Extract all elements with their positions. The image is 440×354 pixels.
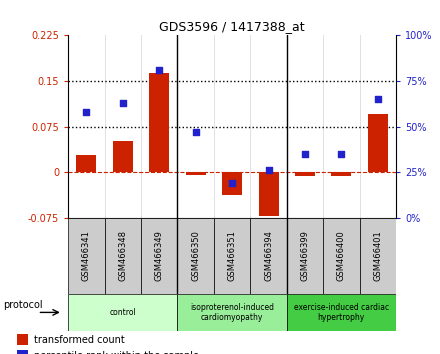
Bar bbox=[177, 294, 287, 331]
Text: GSM466351: GSM466351 bbox=[227, 230, 237, 281]
Bar bbox=[214, 218, 250, 294]
Point bbox=[229, 180, 236, 186]
Bar bbox=[359, 218, 396, 294]
Point bbox=[374, 96, 381, 102]
Bar bbox=[68, 294, 177, 331]
Point bbox=[83, 109, 90, 115]
Bar bbox=[250, 218, 287, 294]
Bar bbox=[323, 218, 359, 294]
Bar bbox=[331, 172, 352, 176]
Point bbox=[338, 151, 345, 157]
Title: GDS3596 / 1417388_at: GDS3596 / 1417388_at bbox=[159, 20, 305, 33]
Text: GSM466350: GSM466350 bbox=[191, 230, 200, 281]
Point bbox=[301, 151, 308, 157]
Bar bbox=[105, 218, 141, 294]
Bar bbox=[17, 350, 28, 354]
Bar bbox=[186, 172, 205, 175]
Bar bbox=[149, 73, 169, 172]
Bar bbox=[259, 172, 279, 216]
Bar bbox=[17, 334, 28, 346]
Text: control: control bbox=[110, 308, 136, 317]
Bar bbox=[287, 218, 323, 294]
Text: isoproterenol-induced
cardiomyopathy: isoproterenol-induced cardiomyopathy bbox=[190, 303, 274, 322]
Bar bbox=[141, 218, 177, 294]
Bar bbox=[287, 294, 396, 331]
Text: protocol: protocol bbox=[4, 300, 43, 310]
Text: exercise-induced cardiac
hypertrophy: exercise-induced cardiac hypertrophy bbox=[294, 303, 389, 322]
Point bbox=[119, 100, 126, 106]
Text: GSM466394: GSM466394 bbox=[264, 230, 273, 281]
Text: GSM466341: GSM466341 bbox=[82, 230, 91, 281]
Text: GSM466348: GSM466348 bbox=[118, 230, 127, 281]
Point bbox=[192, 129, 199, 135]
Bar bbox=[177, 218, 214, 294]
Bar bbox=[295, 172, 315, 176]
Point bbox=[156, 67, 163, 73]
Text: GSM466399: GSM466399 bbox=[301, 230, 309, 281]
Point bbox=[265, 167, 272, 173]
Bar bbox=[68, 218, 105, 294]
Bar bbox=[77, 155, 96, 172]
Text: percentile rank within the sample: percentile rank within the sample bbox=[34, 351, 199, 354]
Bar bbox=[368, 114, 388, 172]
Text: GSM466401: GSM466401 bbox=[373, 230, 382, 281]
Text: transformed count: transformed count bbox=[34, 335, 125, 345]
Bar bbox=[113, 141, 133, 172]
Bar bbox=[222, 172, 242, 195]
Text: GSM466349: GSM466349 bbox=[155, 230, 164, 281]
Text: GSM466400: GSM466400 bbox=[337, 230, 346, 281]
